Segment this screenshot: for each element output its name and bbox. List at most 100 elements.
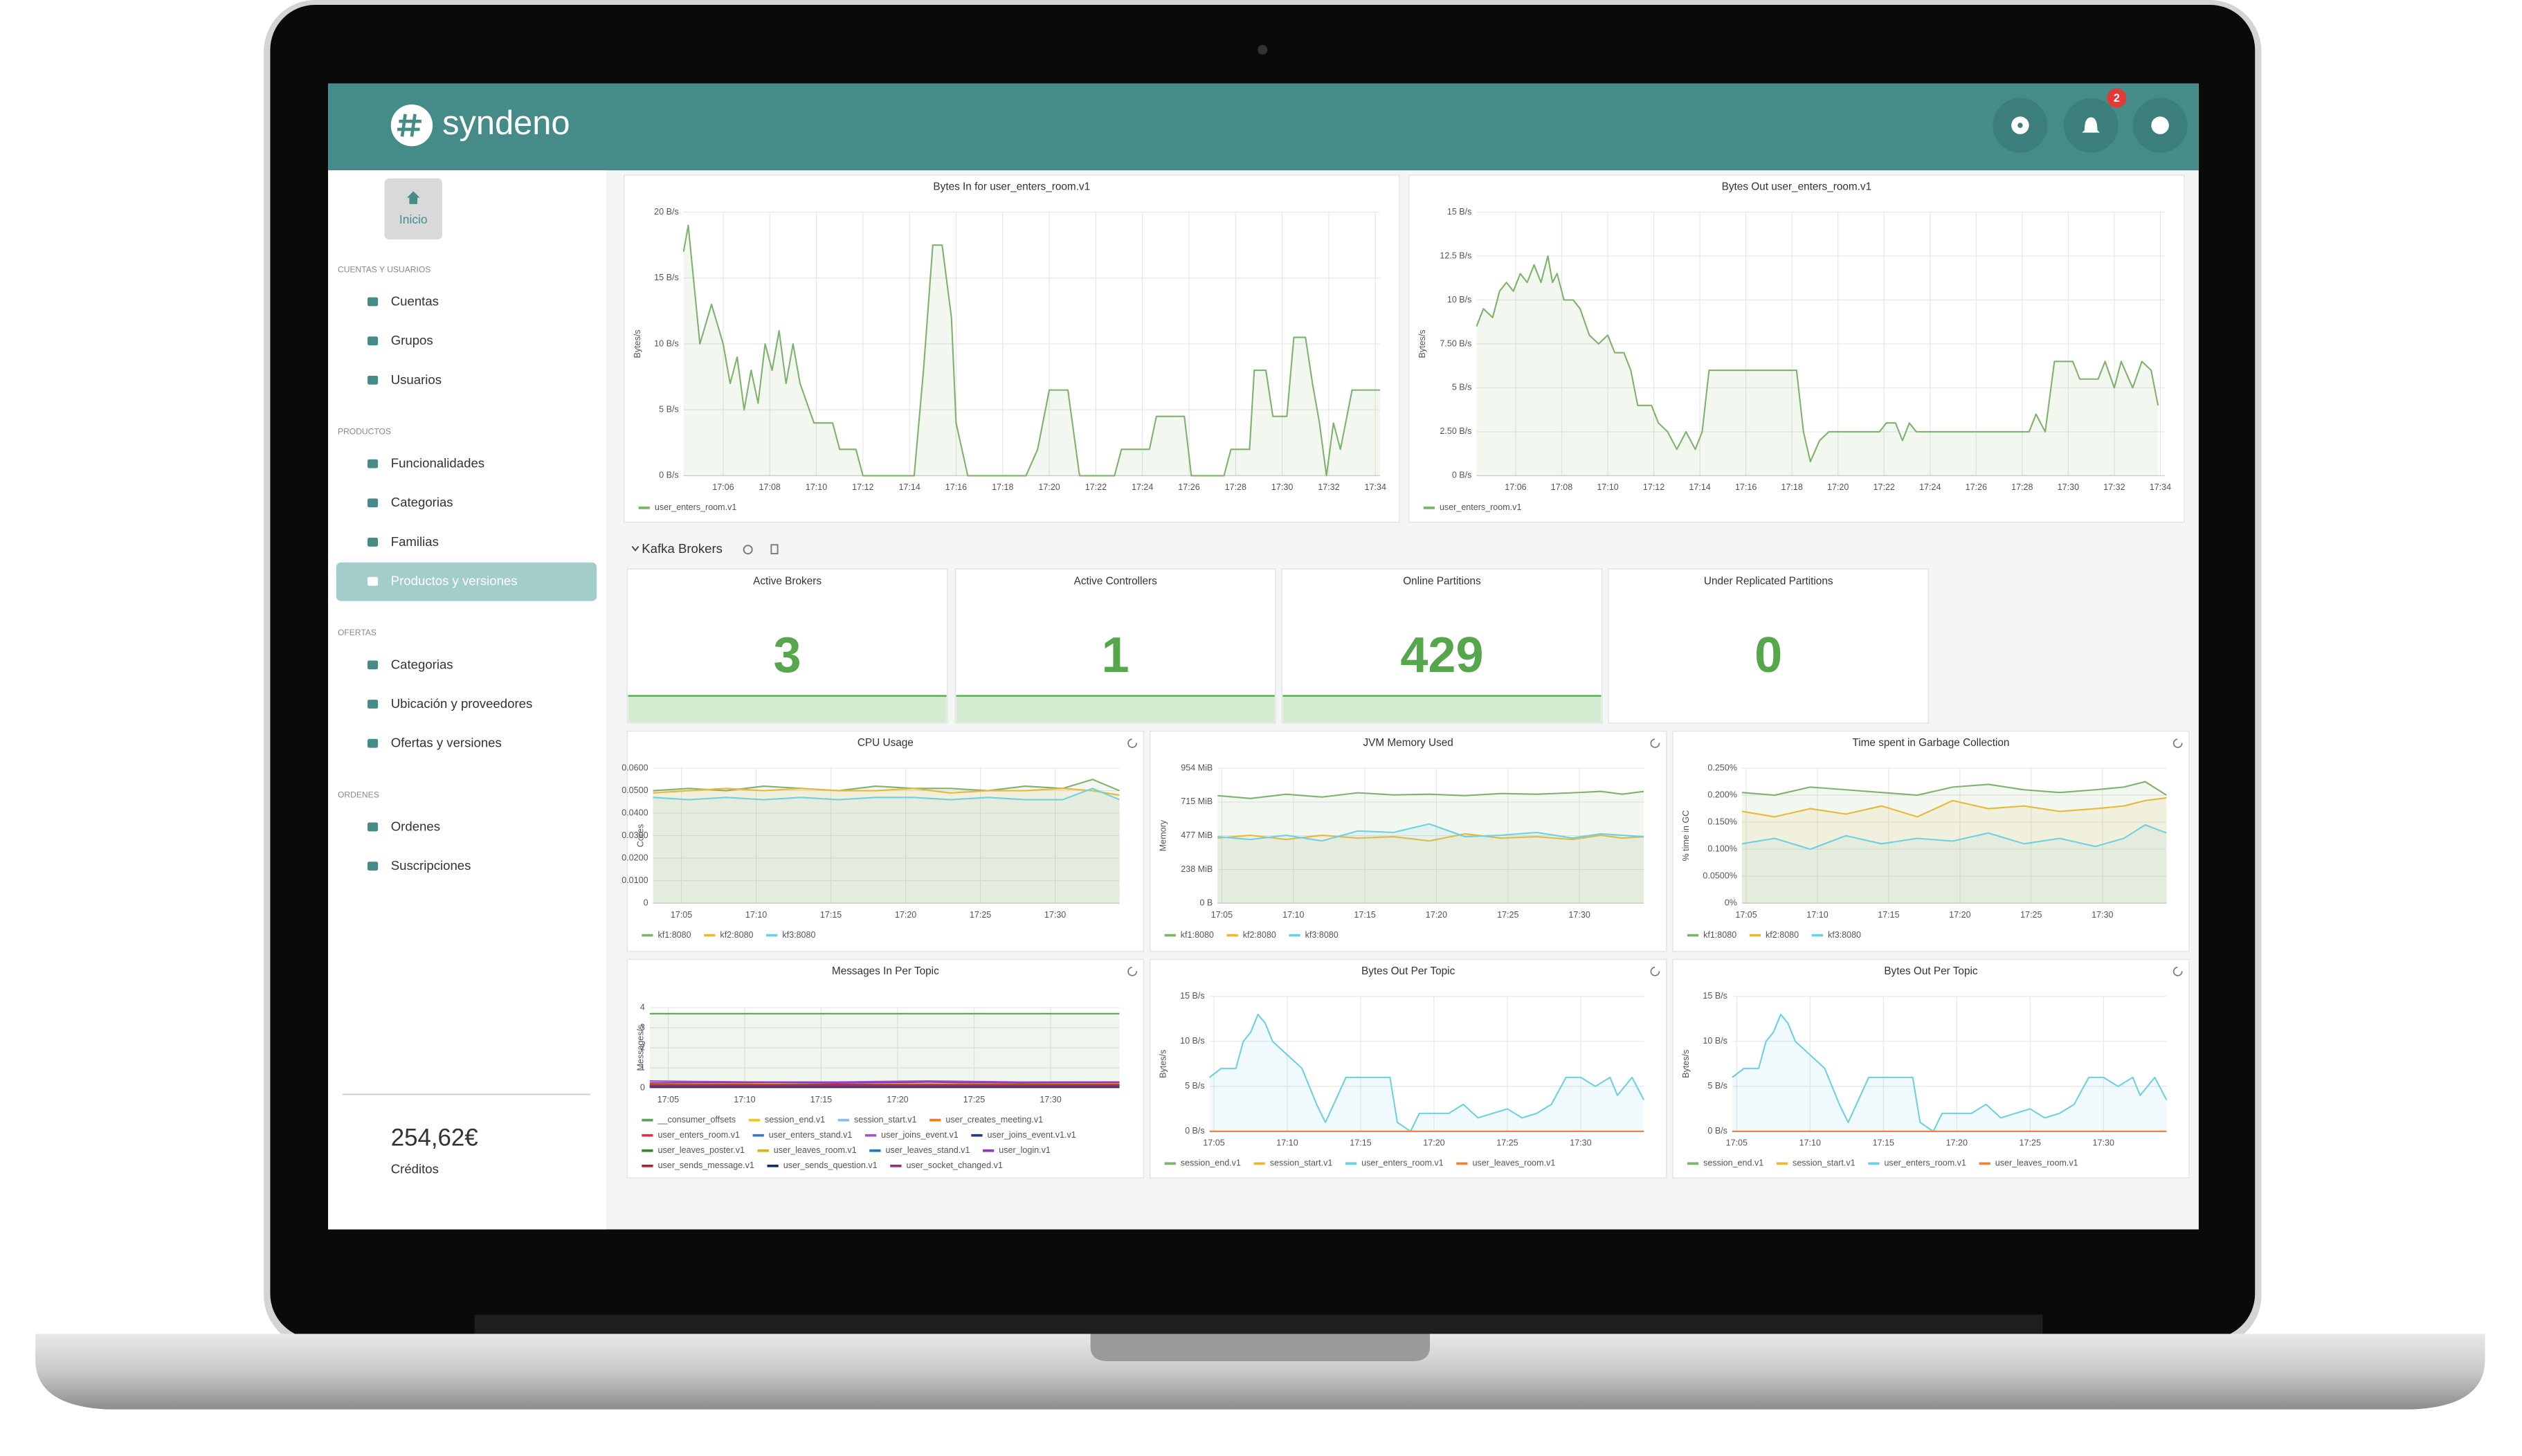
y-tick-label: 0 [644, 898, 648, 907]
bell-icon [2082, 117, 2100, 133]
y-tick-label: 0.0500 [622, 785, 648, 795]
stat-sparkline-area [628, 695, 947, 722]
chart-panels: Bytes In for user_enters_room.v1 Bytes/s 0… [622, 174, 2190, 1179]
collapse-icon[interactable] [631, 546, 639, 552]
chart-panel: Time spent in Garbage Collection % time i… [1672, 730, 2190, 952]
home-icon [406, 191, 420, 204]
legend-label: kf2:8080 [1766, 930, 1799, 940]
y-tick-label: 10 B/s [654, 338, 679, 348]
x-tick-label: 17:05 [657, 1095, 679, 1104]
nav-section-title: PRODUCTOS [338, 426, 391, 436]
stat-value: 3 [774, 628, 801, 683]
stat-title: Active Brokers [753, 576, 822, 588]
legend-label: session_start.v1 [854, 1115, 917, 1125]
x-tick-label: 17:05 [671, 910, 692, 920]
chart-panel: Bytes In for user_enters_room.v1 Bytes/s 0… [624, 174, 1400, 523]
nav-item[interactable]: Suscripciones [391, 858, 471, 873]
legend-label: kf3:8080 [1828, 930, 1861, 940]
nav-icon [368, 459, 379, 468]
series-line [653, 788, 1120, 801]
chart-title: Bytes In for user_enters_room.v1 [933, 181, 1090, 193]
nav-icon [368, 738, 379, 748]
stat-value: 1 [1102, 628, 1130, 683]
legend-label: user_joins_event.v1.v1 [988, 1130, 1076, 1140]
x-tick-label: 17:12 [852, 482, 873, 492]
legend-label: user_joins_event.v1 [881, 1130, 959, 1140]
series-area [1732, 1014, 2167, 1131]
y-tick-label: 4 [640, 1002, 645, 1012]
y-tick-label: 0.150% [1707, 817, 1737, 826]
nav-item[interactable]: Cuentas [391, 294, 439, 309]
nav-item[interactable]: Categorias [391, 657, 453, 671]
y-axis-label: Memory [1159, 819, 1168, 851]
nav-item[interactable]: Ordenes [391, 819, 440, 833]
y-tick-label: 2 [640, 1042, 645, 1052]
series-area [649, 1013, 1120, 1089]
account-icon [2151, 116, 2169, 134]
stat-value: 0 [1754, 628, 1782, 683]
nav-item[interactable]: Grupos [391, 333, 433, 347]
legend-label: kf2:8080 [720, 930, 753, 940]
nav-item[interactable]: Ubicación y proveedores [391, 696, 533, 711]
y-tick-label: 0 B/s [1185, 1126, 1205, 1136]
nav-item[interactable]: Funcionalidades [391, 456, 484, 471]
nav-icon [368, 375, 379, 385]
series-line [1217, 823, 1644, 842]
y-tick-label: 0.200% [1707, 790, 1737, 799]
y-tick-label: 5 B/s [1452, 383, 1472, 392]
nav-item[interactable]: Categorias [391, 495, 453, 509]
legend-label: kf3:8080 [1305, 930, 1339, 940]
x-tick-label: 17:05 [1211, 910, 1233, 920]
chart-title: Bytes Out user_enters_room.v1 [1722, 181, 1871, 193]
delete-icon[interactable] [770, 544, 779, 554]
nav-active-bg [336, 562, 597, 601]
nav-item[interactable]: Familias [391, 534, 439, 549]
y-tick-label: 7.50 B/s [1440, 338, 1471, 348]
x-tick-label: 17:30 [2092, 910, 2113, 920]
nav-icon [368, 336, 379, 346]
refresh-icon[interactable] [2172, 966, 2183, 976]
legend-label: kf1:8080 [1181, 930, 1214, 940]
x-tick-label: 17:16 [1735, 482, 1757, 492]
help-icon-dot [2017, 122, 2023, 128]
stat-title: Online Partitions [1403, 576, 1481, 588]
nav-icon [368, 297, 379, 307]
x-tick-label: 17:30 [2058, 482, 2079, 492]
home-button[interactable] [384, 178, 443, 240]
x-tick-label: 17:25 [2020, 1138, 2041, 1148]
settings-icon[interactable] [743, 545, 753, 555]
x-tick-label: 17:12 [1643, 482, 1664, 492]
y-tick-label: 15 B/s [1180, 991, 1205, 1001]
y-tick-label: 0 B/s [1707, 1126, 1727, 1136]
x-tick-label: 17:10 [806, 482, 827, 492]
refresh-icon[interactable] [1127, 966, 1137, 976]
stat-value: 429 [1400, 628, 1483, 683]
y-axis-label: Bytes/s [633, 329, 642, 358]
y-tick-label: 10 B/s [1703, 1036, 1727, 1046]
series-line [1741, 823, 2167, 850]
top-bar [328, 83, 2199, 171]
y-tick-label: 2.50 B/s [1440, 426, 1471, 436]
legend-label: user_enters_room.v1 [1361, 1158, 1443, 1168]
x-tick-label: 17:20 [887, 1095, 908, 1104]
refresh-icon[interactable] [1650, 966, 1660, 976]
nav-item[interactable]: Usuarios [391, 372, 442, 387]
legend-label: user_leaves_room.v1 [1472, 1158, 1555, 1168]
legend-label: user_leaves_poster.v1 [658, 1145, 745, 1155]
section-title: Kafka Brokers [642, 541, 723, 556]
home-label: Inicio [399, 212, 428, 226]
y-tick-label: 954 MiB [1181, 763, 1213, 772]
nav-item[interactable]: Productos y versiones [391, 574, 518, 588]
notification-count: 2 [2114, 92, 2120, 104]
x-tick-label: 17:26 [1178, 482, 1199, 492]
legend-label: session_end.v1 [1181, 1158, 1241, 1168]
series-area [1217, 823, 1644, 904]
nav-item[interactable]: Ofertas y versiones [391, 736, 502, 750]
chart-title: Bytes Out Per Topic [1884, 965, 1978, 977]
x-tick-label: 17:10 [1806, 910, 1828, 920]
y-tick-label: 238 MiB [1181, 864, 1213, 874]
chart-title: JVM Memory Used [1363, 737, 1453, 749]
y-tick-label: 15 B/s [1703, 991, 1727, 1001]
logo-text: syndeno [442, 104, 570, 142]
